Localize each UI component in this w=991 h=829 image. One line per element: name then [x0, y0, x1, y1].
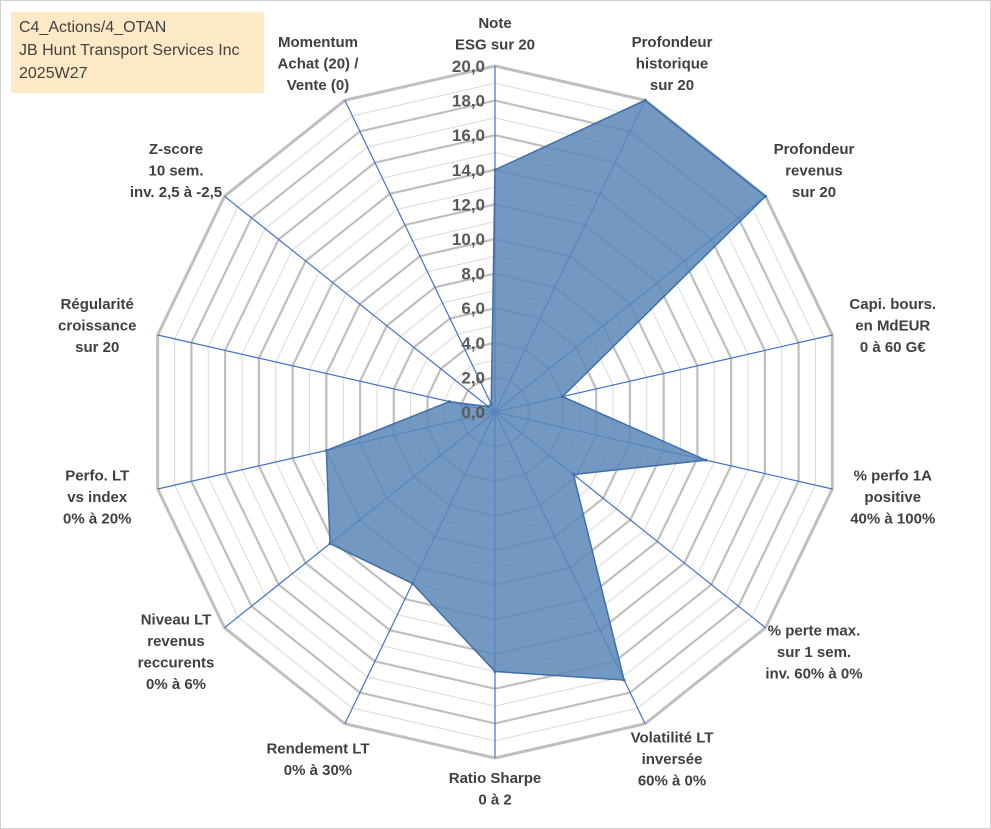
radar-category-label-line: sur 20: [650, 77, 694, 94]
radar-category-label-line: en MdEUR: [855, 317, 930, 334]
radar-category-label-line: inversée: [642, 751, 703, 768]
radar-category-label-line: Rendement LT: [266, 740, 369, 757]
radar-category-label: Régularité croissance sur 20: [58, 296, 136, 356]
radar-category-label-line: Perfo. LT: [65, 468, 129, 485]
radar-data-point: [643, 98, 647, 102]
radar-data-point: [493, 670, 497, 673]
radar-tick-label: 16,0: [452, 126, 485, 145]
radar-category-label-line: % perfo 1A: [854, 468, 933, 485]
radar-category-label-line: Niveau LT: [141, 612, 212, 629]
radar-category-label: Profondeur revenus sur 20: [774, 141, 855, 201]
radar-category-label-line: Capi. bours.: [849, 296, 936, 313]
radar-category-label-line: Achat (20) /: [278, 55, 360, 72]
radar-tick-label: 4,0: [461, 334, 485, 353]
radar-spoke: [224, 195, 496, 413]
radar-category-label: Note ESG sur 20: [455, 15, 535, 54]
radar-category-label-line: 0% à 6%: [146, 676, 206, 693]
radar-tick-label: 12,0: [452, 195, 485, 214]
radar-category-label: Ratio Sharpe 0 à 2: [449, 770, 542, 809]
radar-category-label: Profondeur historique sur 20: [632, 34, 713, 94]
radar-category-label-line: sur 20: [75, 339, 119, 356]
radar-category-label-line: Note: [478, 15, 511, 32]
radar-category-labels: Note ESG sur 20 Profondeur historique sur 20…: [58, 15, 936, 809]
radar-category-label: Niveau LT revenus reccurents 0% à 6%: [138, 612, 215, 694]
radar-data-point: [328, 542, 332, 546]
radar-category-label-line: vs index: [67, 489, 128, 506]
radar-category-label-line: Ratio Sharpe: [449, 770, 542, 787]
radar-series: [324, 98, 768, 682]
radar-category-label-line: Volatilité LT: [631, 730, 714, 747]
radar-tick-label: 10,0: [452, 230, 485, 249]
radar-tick-label: 0,0: [461, 403, 485, 422]
radar-category-label: Perfo. LT vs index 0% à 20%: [63, 468, 131, 528]
radar-category-label-line: 0 à 2: [478, 792, 511, 809]
radar-spoke: [344, 100, 496, 413]
title-line-3: 2025W27: [19, 65, 88, 82]
radar-category-label: % perfo 1A positive 40% à 100%: [850, 468, 935, 528]
radar-category-label-line: revenus: [785, 163, 843, 180]
radar-data-point: [410, 581, 414, 585]
radar-category-label-line: sur 20: [792, 184, 836, 201]
radar-spoke: [157, 334, 496, 413]
radar-category-label: Z-score 10 sem. inv. 2,5 à -2,5: [130, 141, 222, 201]
radar-category-label: Momentum Achat (20) / Vente (0): [278, 34, 360, 94]
radar-category-label-line: 0% à 30%: [284, 762, 352, 779]
radar-category-label-line: % perte max.: [768, 622, 861, 639]
radar-tick-label: 2,0: [461, 368, 485, 387]
radar-category-label-line: 60% à 0%: [638, 773, 706, 790]
radar-category-label: % perte max. sur 1 sem. inv. 60% à 0%: [765, 622, 862, 682]
radar-data-point: [486, 405, 490, 409]
radar-category-label-line: inv. 2,5 à -2,5: [130, 184, 222, 201]
title-line-2: JB Hunt Transport Services Inc: [19, 42, 240, 59]
radar-data-point: [704, 458, 708, 462]
radar-tick-label: 14,0: [452, 161, 485, 180]
title-line-1: C4_Actions/4_OTAN: [19, 19, 167, 36]
radar-tick-label: 20,0: [452, 57, 485, 76]
radar-data-point: [489, 402, 493, 406]
radar-category-label-line: inv. 60% à 0%: [765, 665, 862, 682]
radar-category-label-line: 0% à 20%: [63, 511, 131, 528]
radar-category-label: Volatilité LT inversée 60% à 0%: [631, 730, 714, 790]
radar-category-label-line: Profondeur: [774, 141, 855, 158]
radar-category-label-line: 40% à 100%: [850, 511, 935, 528]
radar-category-label-line: reccurents: [138, 655, 215, 672]
radar-category-label-line: Profondeur: [632, 34, 713, 51]
radar-tick-label: 18,0: [452, 92, 485, 111]
radar-category-label-line: ESG sur 20: [455, 37, 535, 54]
radar-category-label-line: 0 à 60 G€: [860, 339, 927, 356]
radar-category-label-line: Régularité: [61, 296, 134, 313]
radar-category-label-line: 10 sem.: [148, 163, 203, 180]
radar-tick-labels: 0,0 2,0 4,0 6,0 8,0 10,0 12,0 14,0 16,0 18,0 20,0: [452, 57, 485, 422]
radar-category-label-line: Z-score: [149, 141, 203, 158]
radar-data-point: [764, 194, 768, 198]
radar-data-point: [447, 400, 451, 404]
radar-category-label: Rendement LT 0% à 30%: [266, 740, 369, 779]
radar-data-point: [622, 678, 626, 682]
radar-category-label-line: croissance: [58, 317, 136, 334]
radar-category-label-line: Momentum: [278, 34, 358, 51]
radar-category-label-line: positive: [864, 489, 921, 506]
radar-data-point: [571, 473, 575, 477]
radar-tick-label: 6,0: [461, 299, 485, 318]
radar-data-point: [493, 168, 497, 172]
radar-category-label-line: revenus: [147, 633, 205, 650]
radar-category-label-line: historique: [636, 55, 709, 72]
radar-data-point: [324, 448, 328, 452]
radar-tick-label: 8,0: [461, 265, 485, 284]
radar-category-label-line: Vente (0): [287, 77, 350, 94]
radar-category-label-line: sur 1 sem.: [777, 644, 851, 661]
chart-title-box: C4_Actions/4_OTAN JB Hunt Transport Serv…: [11, 12, 264, 93]
radar-category-label: Capi. bours. en MdEUR 0 à 60 G€: [849, 296, 936, 356]
radar-data-point: [560, 395, 564, 399]
